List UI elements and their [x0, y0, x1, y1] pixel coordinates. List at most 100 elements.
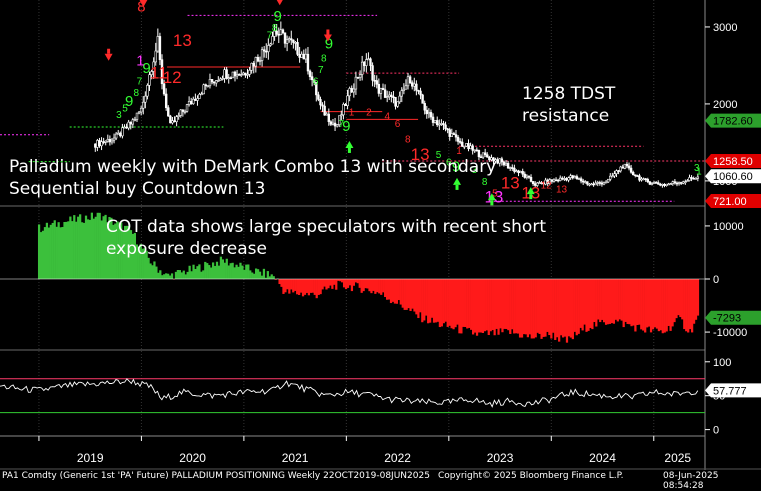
- cot-bar: [368, 279, 371, 292]
- price-candle-body: [415, 83, 418, 91]
- cot-bar: [167, 273, 170, 279]
- price-candle-body: [338, 115, 341, 125]
- demark-count-label: 1: [136, 52, 144, 69]
- cot-bar: [603, 279, 606, 323]
- price-candle-body: [604, 181, 608, 184]
- price-candle-body: [385, 96, 389, 98]
- cot-last-value-text: -7293: [713, 313, 741, 325]
- cot-bar: [272, 276, 275, 279]
- cot-bar: [436, 279, 440, 322]
- cot-bar: [143, 248, 146, 279]
- price-candle-body: [446, 128, 449, 131]
- price-candle-body: [659, 183, 662, 186]
- arrow-down-stem: [107, 48, 111, 54]
- cot-bar: [204, 261, 207, 279]
- price-candle-body: [137, 111, 141, 114]
- price-candle-body: [202, 84, 205, 95]
- cot-bar: [642, 279, 645, 331]
- cot-bar: [518, 279, 522, 338]
- demark-count-label: 13: [173, 31, 192, 50]
- last-value-1782-text: 1782.60: [713, 116, 753, 128]
- cot-bar: [651, 279, 655, 330]
- price-candle-body: [315, 82, 318, 96]
- cot-bar: [53, 220, 56, 279]
- cot-bar: [88, 219, 92, 279]
- cot-bar: [387, 279, 391, 300]
- cot-bar: [159, 270, 162, 279]
- cot-bar: [608, 279, 612, 324]
- price-candle-body: [294, 42, 297, 44]
- cot-bar: [268, 276, 271, 279]
- cot-bar: [299, 279, 303, 293]
- cot-bar: [294, 279, 297, 291]
- price-candle-body: [692, 178, 695, 180]
- price-candle-body: [192, 98, 195, 105]
- price-candle-body: [575, 176, 579, 179]
- price-candle-body: [621, 166, 624, 169]
- cot-bar: [94, 216, 97, 279]
- cot-bar: [344, 279, 348, 290]
- cot-bar: [161, 275, 164, 279]
- price-candle-body: [696, 176, 700, 179]
- cot-bar: [370, 279, 373, 294]
- price-candle-body: [569, 175, 572, 178]
- cot-bar: [258, 271, 262, 279]
- price-candle-body: [677, 182, 681, 184]
- cot-bar: [360, 279, 363, 293]
- price-candle-body: [627, 165, 631, 169]
- price-candle-body: [579, 178, 583, 182]
- price-candle-body: [421, 94, 424, 104]
- cot-bar: [399, 279, 402, 305]
- price-candle-body: [121, 127, 124, 137]
- price-candle-body: [667, 183, 670, 186]
- cot-bar: [333, 279, 336, 285]
- cot-tick-label: 0: [713, 274, 719, 286]
- cot-bar: [628, 279, 631, 325]
- cot-bar: [391, 279, 395, 302]
- price-candle-body: [215, 80, 218, 84]
- price-candle-body: [200, 93, 203, 96]
- cot-bar: [522, 279, 526, 335]
- cot-bar: [284, 279, 287, 293]
- price-candle-body: [187, 101, 191, 105]
- price-candle-body: [642, 178, 645, 181]
- price-candle-body: [427, 112, 431, 115]
- price-candle-body: [363, 61, 366, 66]
- price-candle-body: [623, 163, 627, 169]
- price-candle-body: [346, 95, 349, 106]
- demark-small-count: 12: [541, 181, 553, 192]
- price-candle-body: [648, 181, 652, 185]
- price-candle-body: [471, 145, 474, 151]
- price-candle-body: [246, 74, 249, 76]
- cot-bar: [585, 279, 588, 332]
- demark-small-count: 3: [472, 165, 478, 176]
- x-tick-label: 2019: [77, 451, 104, 465]
- price-candle-body: [235, 74, 239, 77]
- cot-bar: [202, 270, 205, 279]
- price-candle-body: [565, 178, 568, 181]
- cot-bar: [96, 212, 99, 279]
- last-value-1782-box: [705, 113, 761, 128]
- price-candle-body: [436, 120, 439, 126]
- cot-bar: [245, 264, 248, 279]
- price-candle-body: [275, 30, 278, 35]
- cot-bar: [307, 279, 311, 296]
- price-candle-body: [104, 140, 107, 143]
- cot-bar: [612, 279, 616, 324]
- cot-bar: [685, 279, 688, 332]
- cot-bar: [462, 279, 465, 327]
- cot-bar: [186, 271, 189, 279]
- price-candle-body: [390, 94, 393, 97]
- cot-bar: [135, 244, 138, 279]
- cot-bar: [405, 279, 408, 310]
- cot-bar: [69, 216, 72, 279]
- cot-bar: [298, 279, 301, 295]
- cot-bar: [413, 279, 416, 312]
- price-candle-body: [682, 181, 685, 184]
- cot-bar: [67, 221, 70, 279]
- cot-bar: [395, 279, 399, 304]
- cot-bar: [309, 279, 312, 293]
- price-candle-body: [177, 115, 180, 117]
- cot-bar: [227, 265, 230, 279]
- price-candle-body: [529, 177, 533, 182]
